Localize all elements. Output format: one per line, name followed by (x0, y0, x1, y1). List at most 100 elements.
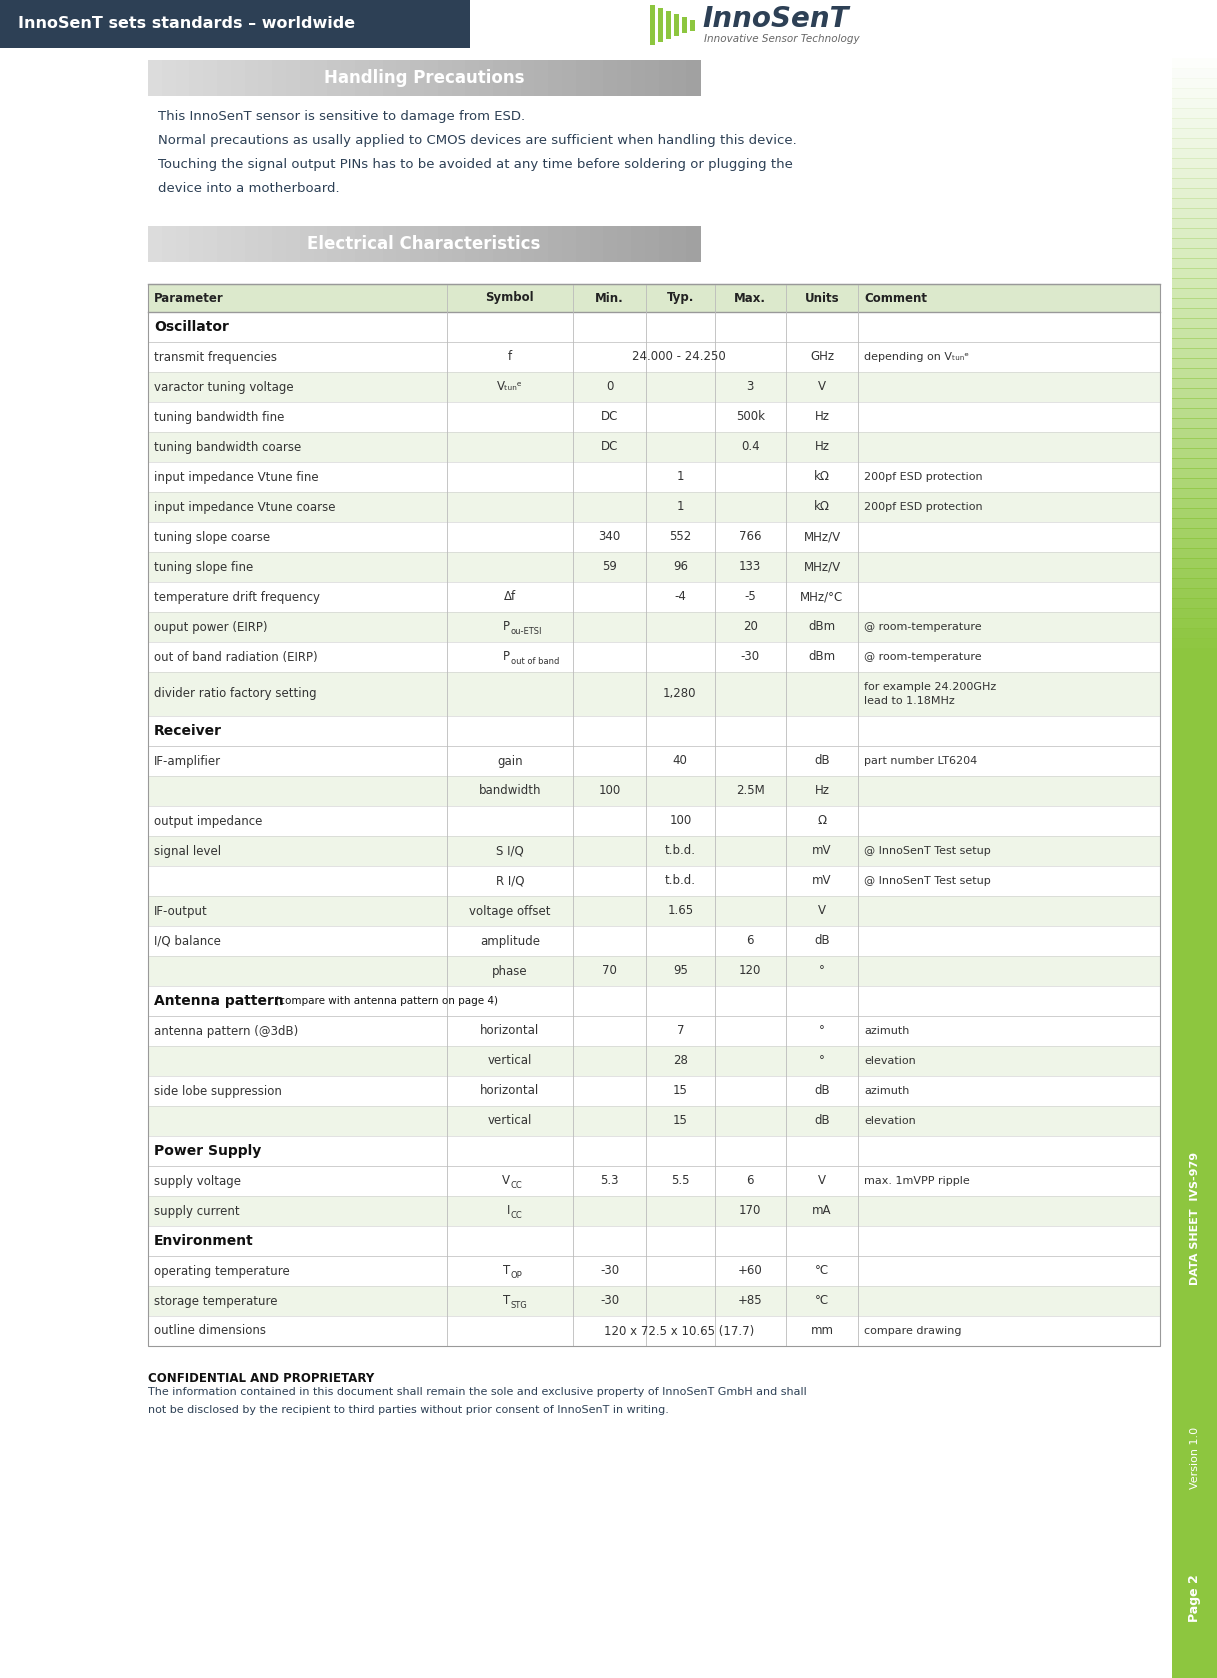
Text: STG: STG (511, 1302, 527, 1311)
Bar (452, 60, 466, 96)
Bar (1172, 218, 1217, 228)
Bar (465, 227, 481, 262)
Bar (1172, 69, 1217, 79)
Text: gain: gain (497, 755, 522, 767)
Bar (148, 1015, 1160, 1045)
Bar (452, 227, 466, 262)
Text: 95: 95 (673, 965, 688, 978)
Text: elevation: elevation (864, 1116, 916, 1126)
Bar (148, 284, 1160, 1346)
Bar (148, 1257, 1160, 1285)
Text: 6: 6 (746, 1175, 753, 1188)
Bar (369, 227, 383, 262)
Bar (438, 227, 453, 262)
Bar (1172, 268, 1217, 279)
Text: -30: -30 (741, 651, 759, 663)
Bar (327, 60, 342, 96)
Text: device into a motherboard.: device into a motherboard. (158, 181, 340, 195)
Text: DC: DC (601, 441, 618, 453)
Bar (148, 1106, 1160, 1136)
Text: MHz/V: MHz/V (803, 560, 841, 574)
Bar (630, 227, 646, 262)
Text: Units: Units (804, 292, 840, 304)
Bar (686, 60, 701, 96)
Bar (1172, 458, 1217, 468)
Bar (479, 60, 494, 96)
Bar (258, 60, 273, 96)
Text: Oscillator: Oscillator (155, 320, 229, 334)
Text: 100: 100 (669, 814, 691, 827)
Text: InnoSenT: InnoSenT (702, 5, 848, 34)
Bar (562, 227, 577, 262)
Text: I/Q balance: I/Q balance (155, 935, 220, 948)
Bar (1172, 448, 1217, 460)
Bar (438, 60, 453, 96)
Text: 170: 170 (739, 1205, 762, 1218)
Text: signal level: signal level (155, 844, 221, 857)
Bar (231, 60, 246, 96)
Text: Power Supply: Power Supply (155, 1144, 262, 1158)
Bar (148, 643, 1160, 671)
Text: -30: -30 (600, 1265, 619, 1277)
Bar (148, 671, 1160, 717)
Text: Antenna pattern: Antenna pattern (155, 993, 284, 1008)
Text: 0.4: 0.4 (741, 441, 759, 453)
Text: IF-output: IF-output (155, 904, 208, 918)
Bar (1172, 337, 1217, 349)
Bar (1172, 158, 1217, 169)
Text: 200pf ESD protection: 200pf ESD protection (864, 502, 983, 512)
Bar (617, 227, 632, 262)
Text: dB: dB (814, 1084, 830, 1097)
Text: Hz: Hz (814, 785, 830, 797)
Text: 200pf ESD protection: 200pf ESD protection (864, 472, 983, 482)
Bar (562, 60, 577, 96)
Bar (1172, 59, 1217, 69)
Bar (217, 60, 231, 96)
Bar (148, 956, 1160, 987)
Bar (148, 866, 1160, 896)
Bar (424, 60, 439, 96)
Bar (286, 227, 301, 262)
Bar (258, 227, 273, 262)
Text: 1: 1 (677, 500, 684, 513)
Bar (1172, 168, 1217, 180)
Bar (148, 552, 1160, 582)
Text: dBm: dBm (808, 651, 836, 663)
Bar (148, 717, 1160, 747)
Bar (1172, 398, 1217, 409)
Bar (1172, 508, 1217, 519)
Text: 340: 340 (599, 530, 621, 544)
Bar (148, 492, 1160, 522)
Bar (604, 60, 618, 96)
Bar (217, 227, 231, 262)
Bar (148, 312, 1160, 342)
Text: Hz: Hz (814, 441, 830, 453)
Text: Handling Precautions: Handling Precautions (324, 69, 525, 87)
Text: Environment: Environment (155, 1233, 254, 1248)
Bar (493, 60, 507, 96)
Text: output impedance: output impedance (155, 814, 263, 827)
Text: 40: 40 (673, 755, 688, 767)
Bar (682, 17, 688, 34)
Bar (1172, 138, 1217, 149)
Text: compare drawing: compare drawing (864, 1326, 961, 1336)
Bar (1172, 567, 1217, 579)
Text: DC: DC (601, 411, 618, 423)
Text: mV: mV (812, 874, 831, 888)
Bar (148, 1196, 1160, 1227)
Text: 100: 100 (599, 785, 621, 797)
Text: kΩ: kΩ (814, 470, 830, 483)
Text: 6: 6 (746, 935, 753, 948)
Text: (compare with antenna pattern on page 4): (compare with antenna pattern on page 4) (273, 997, 498, 1007)
Bar (314, 227, 329, 262)
Bar (1172, 587, 1217, 599)
Bar (1172, 438, 1217, 450)
Text: 15: 15 (673, 1084, 688, 1097)
Bar (1172, 648, 1217, 1678)
Text: varactor tuning voltage: varactor tuning voltage (155, 381, 293, 394)
Text: kΩ: kΩ (814, 500, 830, 513)
Text: °: ° (819, 1025, 825, 1037)
Bar (148, 227, 163, 262)
Text: supply voltage: supply voltage (155, 1175, 241, 1188)
Text: 15: 15 (673, 1114, 688, 1128)
